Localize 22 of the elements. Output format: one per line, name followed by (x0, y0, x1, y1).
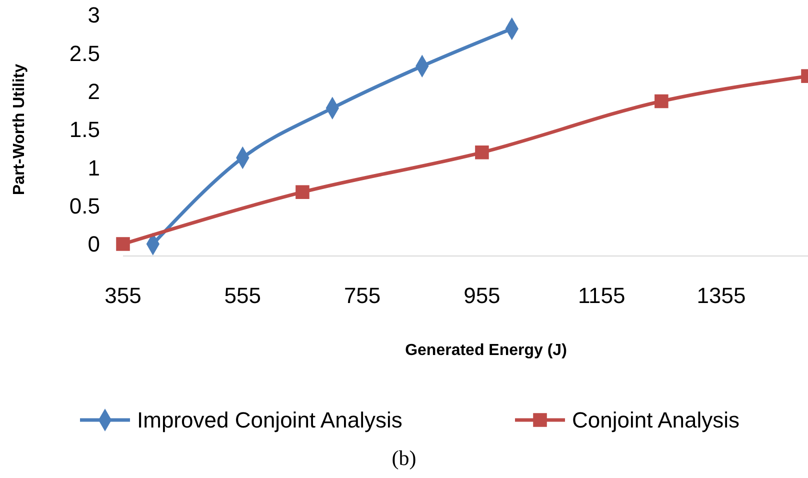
x-axis-title: Generated Energy (J) (405, 342, 567, 359)
x-tick-label: 1355 (696, 283, 746, 308)
y-tick-label: 2.5 (69, 40, 100, 66)
x-tick-label: 955 (464, 283, 500, 308)
y-tick-label: 0 (88, 232, 100, 257)
y-axis-title: Part-Worth Utility (11, 64, 28, 196)
point (475, 146, 489, 160)
point (296, 185, 310, 199)
point (116, 237, 130, 251)
legend-label: Improved Conjoint Analysis (137, 408, 402, 433)
text: (b) (392, 446, 416, 470)
x-tick-label: 755 (344, 283, 381, 308)
point (654, 94, 668, 108)
y-tick-label: 1 (88, 155, 100, 180)
x-tick-label: 1155 (578, 283, 626, 308)
x-tick-label: 355 (104, 283, 142, 308)
y-tick-label: 0.5 (69, 194, 100, 219)
y-tick-label: 3 (88, 2, 100, 28)
legend-label: Conjoint Analysis (572, 408, 740, 433)
y-tick-label: 2 (88, 79, 100, 104)
x-tick-label: 555 (224, 283, 262, 308)
y-tick-label: 1.5 (69, 117, 100, 142)
